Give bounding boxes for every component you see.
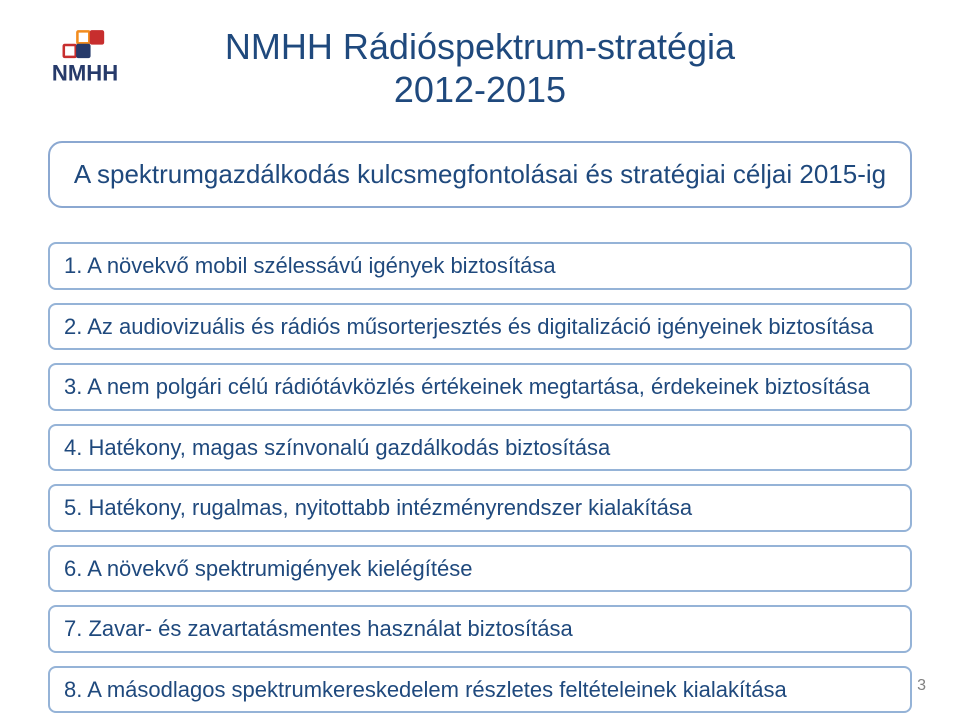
items-list: 1. A növekvő mobil szélessávú igények bi… (48, 242, 912, 713)
subtitle-text: A spektrumgazdálkodás kulcsmegfontolásai… (70, 159, 890, 190)
list-item: 5. Hatékony, rugalmas, nyitottabb intézm… (48, 484, 912, 532)
list-item: 4. Hatékony, magas színvonalú gazdálkodá… (48, 424, 912, 472)
slide-title: NMHH Rádióspektrum-stratégia 2012-2015 (40, 25, 920, 111)
title-line-2: 2012-2015 (40, 68, 920, 111)
list-item: 6. A növekvő spektrumigények kielégítése (48, 545, 912, 593)
list-item: 7. Zavar- és zavartatásmentes használat … (48, 605, 912, 653)
list-item: 2. Az audiovizuális és rádiós műsorterje… (48, 303, 912, 351)
list-item: 1. A növekvő mobil szélessávú igények bi… (48, 242, 912, 290)
nmhh-logo: NMHH (48, 28, 168, 96)
title-line-1: NMHH Rádióspektrum-stratégia (40, 25, 920, 68)
logo-text: NMHH (52, 61, 118, 86)
slide: NMHH NMHH Rádióspektrum-stratégia 2012-2… (0, 0, 960, 715)
list-item: 3. A nem polgári célú rádiótávközlés ért… (48, 363, 912, 411)
subtitle-box: A spektrumgazdálkodás kulcsmegfontolásai… (48, 141, 912, 208)
page-number: 3 (917, 677, 926, 695)
list-item: 8. A másodlagos spektrumkereskedelem rés… (48, 666, 912, 714)
